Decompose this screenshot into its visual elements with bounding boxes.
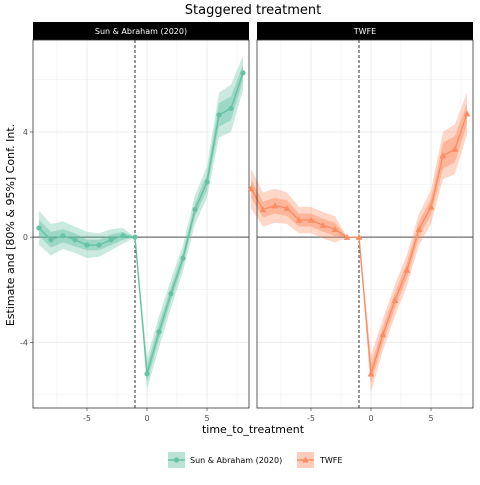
data-point xyxy=(403,266,411,273)
data-point xyxy=(180,255,186,261)
data-point xyxy=(331,225,339,232)
data-point xyxy=(295,216,303,223)
legend-key-marker xyxy=(173,457,180,463)
y-tick-label: 4 xyxy=(23,128,28,137)
data-point xyxy=(463,110,471,117)
data-point xyxy=(192,206,198,213)
legend-label: Sun & Abraham (2020) xyxy=(190,456,282,465)
x-tick-label: 5 xyxy=(428,414,433,423)
data-point xyxy=(259,206,267,213)
data-point xyxy=(319,221,327,229)
data-point xyxy=(168,291,174,297)
facet-strip-label: Sun & Abraham (2020) xyxy=(95,27,187,36)
y-tick-label: -4 xyxy=(20,338,28,347)
data-point xyxy=(120,233,126,239)
data-point xyxy=(216,112,222,118)
data-point xyxy=(132,234,138,240)
data-point xyxy=(283,204,291,211)
data-point xyxy=(427,203,435,210)
data-point xyxy=(72,237,78,243)
data-point xyxy=(36,225,42,231)
data-point xyxy=(48,237,54,243)
panel-background xyxy=(257,40,473,408)
legend: Sun & Abraham (2020) TWFE xyxy=(168,452,342,468)
facet-strip xyxy=(33,22,249,40)
facet-strip xyxy=(257,22,473,40)
panel-background xyxy=(33,40,249,408)
data-point xyxy=(144,371,150,377)
data-point xyxy=(343,233,351,240)
data-point xyxy=(96,242,102,248)
data-point xyxy=(271,202,279,209)
facet-strip-label: TWFE xyxy=(353,27,376,36)
x-tick-label: -5 xyxy=(83,414,91,423)
panel-border xyxy=(256,39,474,409)
data-point xyxy=(379,331,387,338)
data-point xyxy=(367,370,375,377)
legend-key-marker xyxy=(302,456,309,463)
data-point xyxy=(156,329,162,335)
data-point xyxy=(355,233,363,240)
data-point xyxy=(108,237,114,243)
x-tick-label: 5 xyxy=(204,414,209,423)
y-axis-title: Estimate and [80% & 95%] Conf. Int. xyxy=(4,124,17,326)
data-point xyxy=(60,233,66,239)
y-tick-label: 0 xyxy=(23,233,28,242)
data-point xyxy=(391,296,399,303)
x-tick-label: -5 xyxy=(307,414,315,423)
panel-border xyxy=(32,39,250,409)
chart-title: Staggered treatment xyxy=(185,3,321,18)
x-axis-title: time_to_treatment xyxy=(202,423,305,436)
x-tick-label: 0 xyxy=(368,414,373,423)
data-point xyxy=(84,242,90,248)
data-point xyxy=(240,70,246,76)
data-point xyxy=(228,105,234,111)
data-point xyxy=(451,145,459,152)
data-point xyxy=(307,216,315,223)
panel: TWFE -5 0 5 xyxy=(247,22,474,423)
x-tick-label: 0 xyxy=(144,414,149,423)
legend-label: TWFE xyxy=(319,456,342,465)
data-point xyxy=(439,152,447,159)
data-point xyxy=(247,185,255,192)
panel: Sun & Abraham (2020) -5 0 5 -4 0 4 xyxy=(20,22,250,423)
data-point xyxy=(415,225,423,232)
data-point xyxy=(204,179,210,185)
